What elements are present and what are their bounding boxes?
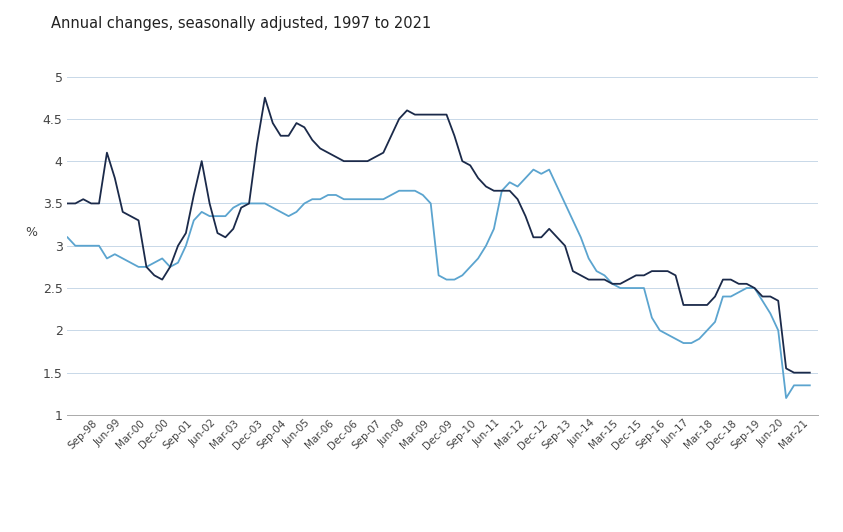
Private bbox=[615, 285, 626, 291]
Private bbox=[592, 268, 602, 275]
Private bbox=[62, 234, 72, 240]
Private bbox=[94, 243, 104, 249]
Public bbox=[789, 369, 799, 376]
Public bbox=[805, 369, 815, 376]
Public bbox=[62, 200, 72, 206]
Public bbox=[623, 277, 633, 283]
Private bbox=[576, 234, 586, 240]
Line: Public: Public bbox=[67, 98, 810, 372]
Y-axis label: %: % bbox=[25, 227, 38, 239]
Public bbox=[196, 158, 207, 164]
Private bbox=[805, 382, 815, 388]
Line: Private: Private bbox=[67, 170, 810, 398]
Public bbox=[615, 280, 626, 287]
Private bbox=[781, 395, 792, 401]
Public bbox=[576, 272, 586, 279]
Public bbox=[592, 277, 602, 283]
Public bbox=[94, 200, 104, 206]
Public bbox=[260, 95, 270, 101]
Private bbox=[196, 209, 207, 215]
Private bbox=[623, 285, 633, 291]
Text: Annual changes, seasonally adjusted, 1997 to 2021: Annual changes, seasonally adjusted, 199… bbox=[51, 16, 431, 31]
Private bbox=[529, 167, 539, 173]
